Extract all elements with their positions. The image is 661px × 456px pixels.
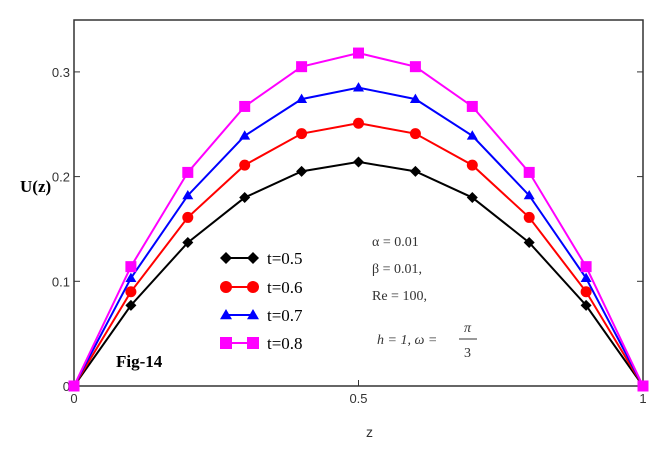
square-marker [220, 337, 232, 349]
square-marker [247, 337, 259, 349]
triangle-marker [523, 189, 535, 200]
triangle-marker [220, 309, 232, 320]
y-axis-label: U(z) [20, 177, 51, 196]
square-marker [637, 380, 649, 392]
y-tick-label: 0.2 [52, 170, 70, 185]
square-marker [296, 61, 308, 73]
legend-label: t=0.6 [267, 278, 303, 297]
triangle-marker [296, 93, 308, 103]
x-tick-label: 1 [639, 391, 646, 406]
y-tick-label: 0 [63, 379, 70, 394]
triangle-marker [239, 130, 251, 140]
legend-label: t=0.5 [267, 249, 303, 268]
circle-marker [466, 159, 478, 171]
triangle-marker [409, 93, 421, 103]
series-t=0.8 [68, 47, 649, 392]
diamond-marker [353, 156, 364, 168]
legend-item: t=0.8 [220, 334, 303, 353]
triangle-marker [182, 189, 194, 200]
circle-marker [353, 117, 364, 129]
circle-marker [125, 286, 137, 298]
legend-label: t=0.8 [267, 334, 303, 353]
plot-frame [73, 19, 644, 387]
diamond-marker [466, 192, 478, 204]
series-t=0.6 [68, 117, 649, 392]
triangle-marker [353, 82, 364, 92]
circle-marker [296, 128, 308, 140]
diamond-marker [125, 299, 137, 311]
legend-item: t=0.6 [220, 278, 303, 297]
diamond-marker [580, 299, 592, 311]
square-marker [466, 100, 478, 112]
square-marker [523, 166, 535, 178]
square-marker [125, 261, 137, 273]
legend-item: t=0.7 [220, 306, 303, 325]
square-marker [68, 380, 80, 392]
circle-marker [182, 211, 194, 223]
param-alpha: α = 0.01 [372, 235, 419, 250]
diamond-marker [296, 165, 308, 177]
triangle-marker [247, 309, 259, 320]
triangle-marker [580, 272, 592, 283]
circle-marker [220, 281, 232, 293]
circle-marker [523, 211, 535, 223]
omega-denominator: 3 [464, 346, 471, 361]
series-line [73, 86, 644, 387]
diamond-marker [247, 252, 259, 264]
diamond-marker [220, 252, 232, 264]
square-marker [239, 100, 251, 112]
legend: t=0.5 t=0.6 t=0.7 t=0.8 [220, 249, 303, 353]
fig-label: Fig-14 [116, 352, 163, 371]
square-marker [353, 47, 364, 59]
legend-label: t=0.7 [267, 306, 303, 325]
x-tick-label: 0.5 [349, 391, 367, 406]
legend-item: t=0.5 [220, 249, 303, 268]
x-axis-label: z [366, 424, 373, 440]
diamond-marker [409, 165, 421, 177]
diamond-marker [239, 192, 251, 204]
parameter-annotation: α = 0.01 β = 0.01, Re = 100, h = 1, ω = … [372, 235, 477, 361]
omega-numerator: π [464, 321, 472, 336]
circle-marker [247, 281, 259, 293]
x-tick-label: 0 [70, 391, 77, 406]
y-tick-label: 0.3 [52, 65, 70, 80]
triangle-marker [125, 272, 137, 283]
square-marker [580, 261, 592, 273]
circle-marker [239, 159, 251, 171]
circle-marker [580, 286, 592, 298]
param-h-omega: h = 1, ω = [377, 333, 437, 348]
param-beta: β = 0.01, [372, 262, 422, 277]
square-marker [182, 166, 194, 178]
y-tick-label: 0.1 [52, 274, 70, 289]
diamond-marker [182, 237, 194, 249]
square-marker [409, 61, 421, 73]
series-line [73, 52, 644, 387]
diamond-marker [523, 237, 535, 249]
triangle-marker [466, 130, 478, 140]
circle-marker [409, 128, 421, 140]
param-re: Re = 100, [372, 289, 427, 304]
